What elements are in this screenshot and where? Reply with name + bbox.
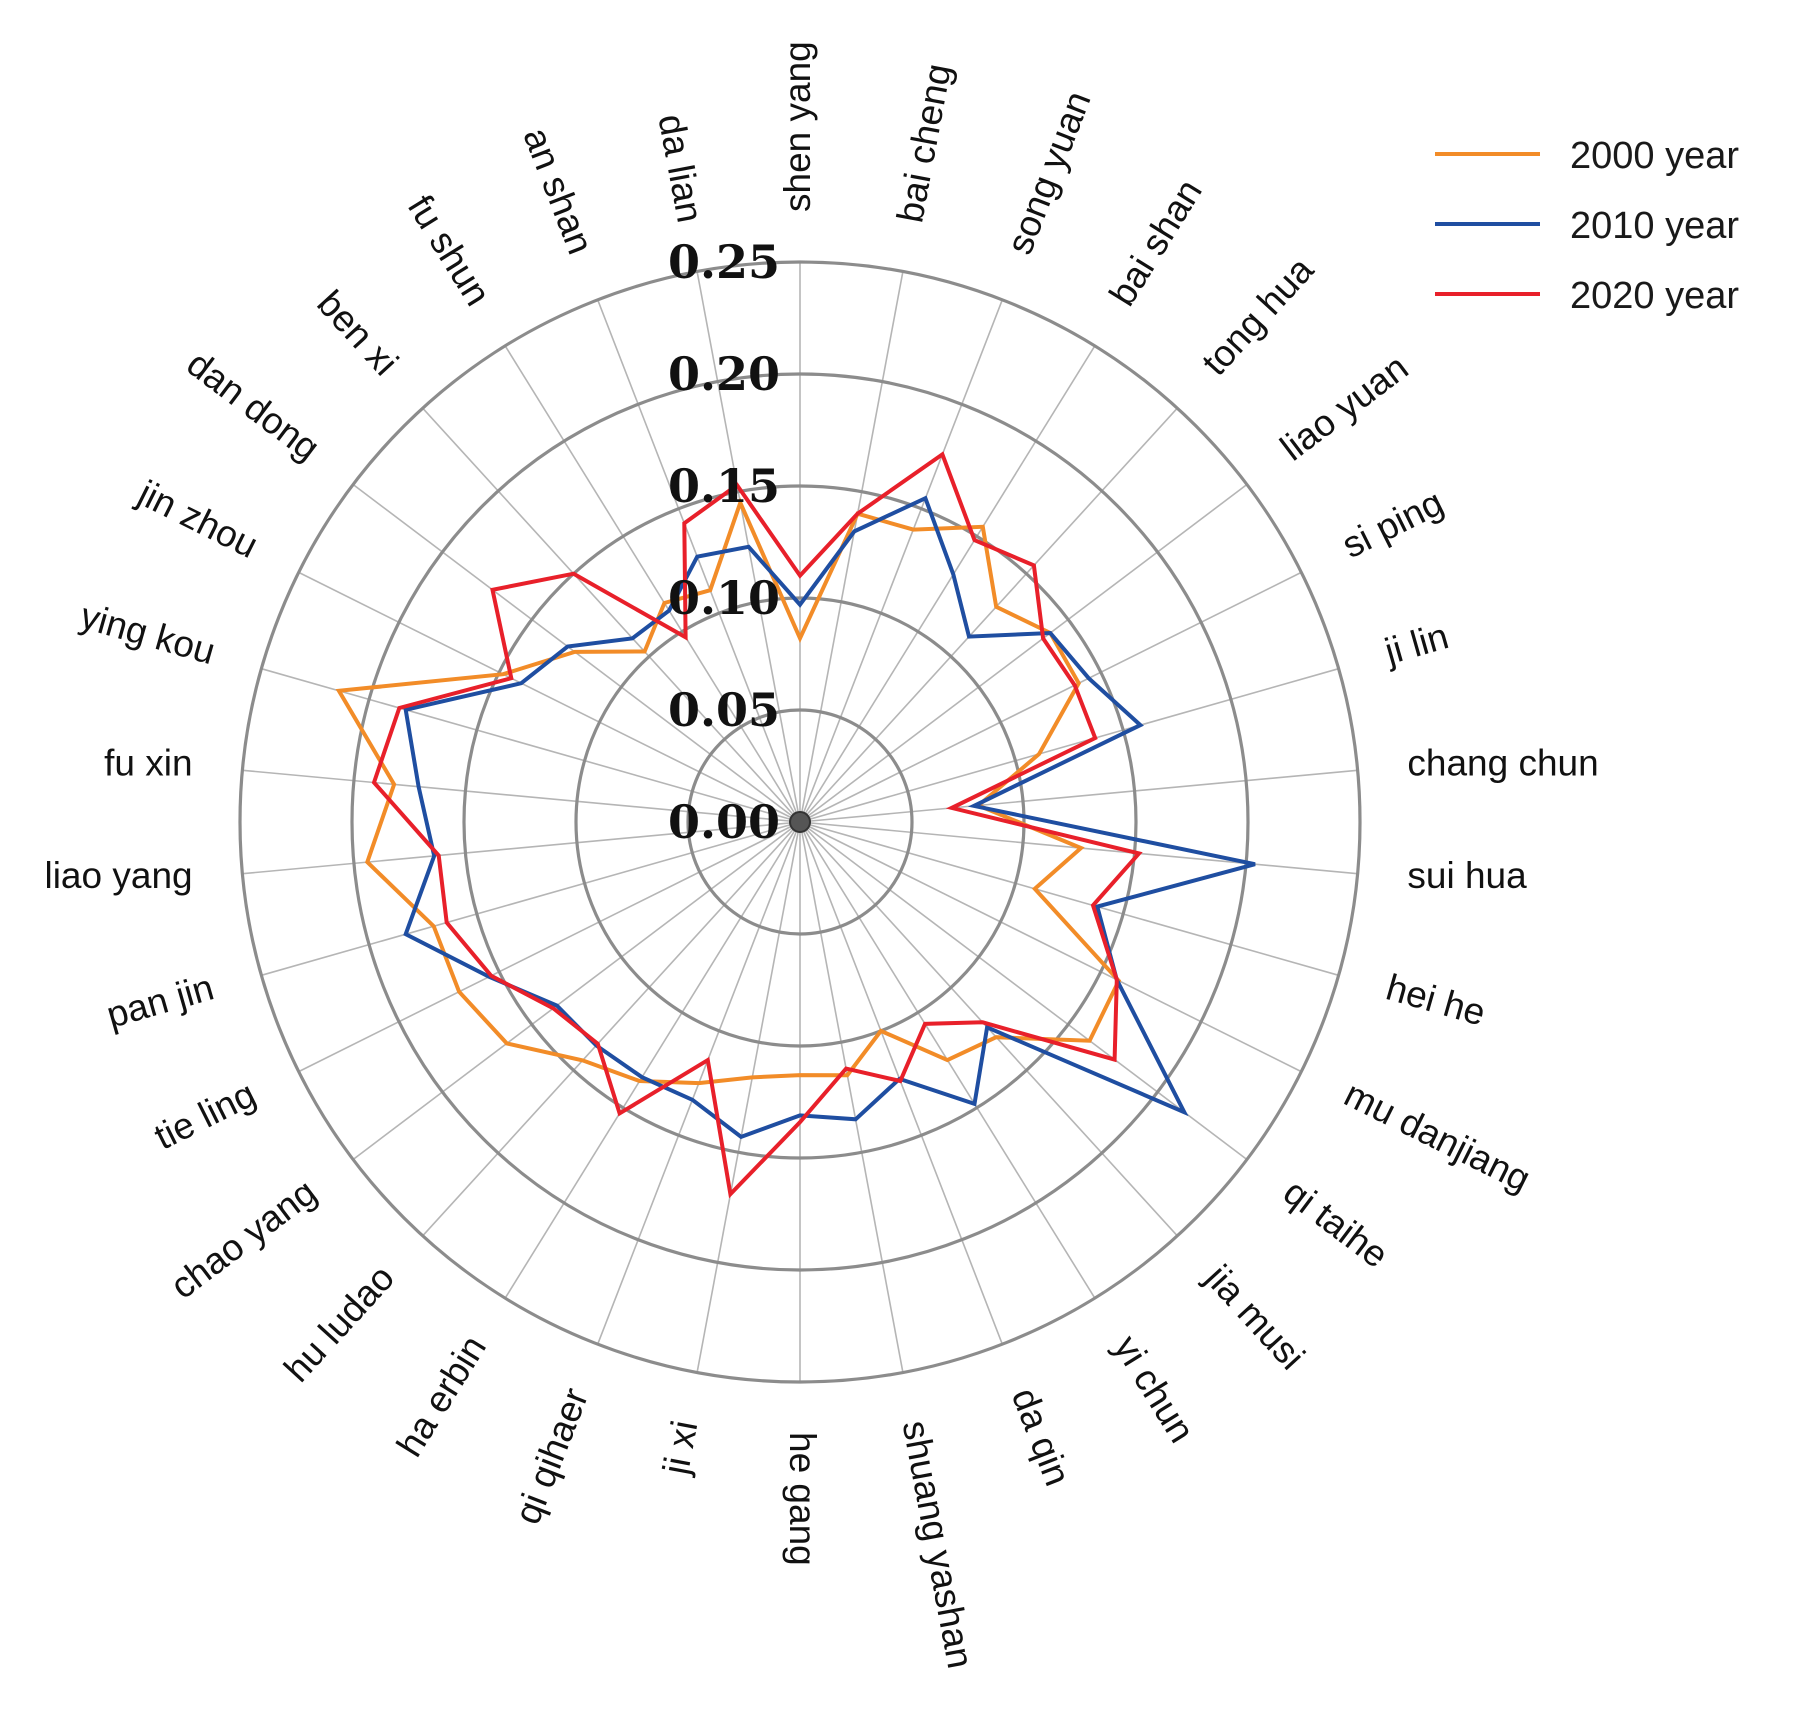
tick-label: 0.25 <box>668 235 780 289</box>
grid-rings <box>238 260 1362 1384</box>
tick-label: 0.20 <box>668 347 780 401</box>
spoke-line <box>242 821 801 875</box>
center-hub <box>789 811 811 833</box>
tick-label: 0.15 <box>668 459 780 513</box>
category-label: hu ludao <box>276 1257 402 1389</box>
category-label: mu danjiang <box>1338 1073 1537 1200</box>
series-line-2000-year <box>335 497 1122 1086</box>
category-label: chao yang <box>163 1171 324 1307</box>
spoke-line <box>298 821 801 1073</box>
category-label: he gang <box>782 1432 823 1566</box>
spoke-line <box>799 345 1096 823</box>
tick-label: 0.00 <box>668 795 780 849</box>
category-label: da lian <box>650 111 710 226</box>
category-label: ji xi <box>655 1417 705 1478</box>
category-label: qi qihaer <box>507 1382 597 1529</box>
category-label: bai cheng <box>889 60 959 225</box>
category-label: ji lin <box>1379 615 1453 672</box>
spoke-line <box>422 407 801 823</box>
category-label: tie ling <box>148 1073 262 1157</box>
spoke-line <box>799 821 1339 977</box>
spoke-line <box>261 667 801 823</box>
legend: 2000 year 2010 year 2020 year <box>1435 135 1739 317</box>
category-label: fu shun <box>400 188 499 313</box>
spoke-line <box>422 821 801 1237</box>
category-label: ha erbin <box>389 1328 494 1463</box>
category-label: da qin <box>1004 1382 1079 1491</box>
series-line-2010-year <box>403 495 1256 1140</box>
spoke-line <box>696 821 801 1373</box>
category-label: shen yang <box>777 41 818 212</box>
category-label: si ping <box>1336 482 1450 566</box>
grid-ring <box>350 372 1250 1272</box>
spoke-line <box>504 821 801 1299</box>
spoke-line <box>261 821 801 977</box>
spoke-line <box>799 571 1302 823</box>
spoke-line <box>242 769 801 823</box>
category-label: pan jin <box>102 967 218 1036</box>
category-label: bai shan <box>1101 172 1210 312</box>
spoke-line <box>799 769 1358 823</box>
category-label: jia musi <box>1197 1256 1313 1377</box>
series-lines <box>335 451 1256 1199</box>
grid-ring <box>574 596 1026 1048</box>
radial-tick-labels: 0.00 0.05 0.10 0.15 0.20 0.25 <box>668 235 780 849</box>
spoke-line <box>596 299 801 823</box>
category-label: an shan <box>515 122 601 260</box>
legend-label: 2010 year <box>1570 205 1739 247</box>
legend-label: 2020 year <box>1570 275 1739 317</box>
tick-label: 0.10 <box>668 571 780 625</box>
category-label: song yuan <box>999 86 1099 260</box>
spoke-line <box>504 345 801 823</box>
spoke-line <box>799 667 1339 823</box>
category-label: qi taihe <box>1276 1171 1396 1276</box>
grid-ring <box>238 260 1362 1384</box>
legend-label: 2000 year <box>1570 135 1739 177</box>
spoke-line <box>799 821 1248 1161</box>
spoke-line <box>799 483 1248 823</box>
category-label: jin zhou <box>131 472 264 566</box>
spoke-line <box>799 821 1302 1073</box>
series-line-2020-year <box>371 451 1143 1199</box>
category-label: shuang yashan <box>895 1417 981 1671</box>
spoke-line <box>799 271 904 823</box>
category-label: hei he <box>1382 967 1490 1034</box>
spoke-line <box>799 299 1004 823</box>
category-label: ben xi <box>309 283 406 384</box>
category-label: chang chun <box>1407 742 1598 783</box>
category-label: dan dong <box>179 343 327 469</box>
grid-ring <box>686 708 914 936</box>
category-label: tong hua <box>1194 249 1322 383</box>
category-label: fu xin <box>104 742 192 783</box>
tick-label: 0.05 <box>668 683 780 737</box>
spoke-line <box>298 571 801 823</box>
category-label: liao yuan <box>1273 347 1416 469</box>
spoke-line <box>799 821 904 1373</box>
category-label: sui hua <box>1407 855 1527 896</box>
category-label: ying kou <box>76 595 220 672</box>
spoke-line <box>352 821 801 1161</box>
spoke-line <box>799 407 1178 823</box>
grid-ring <box>462 484 1138 1160</box>
category-label: liao yang <box>44 855 192 896</box>
category-label: yi chun <box>1106 1328 1203 1449</box>
